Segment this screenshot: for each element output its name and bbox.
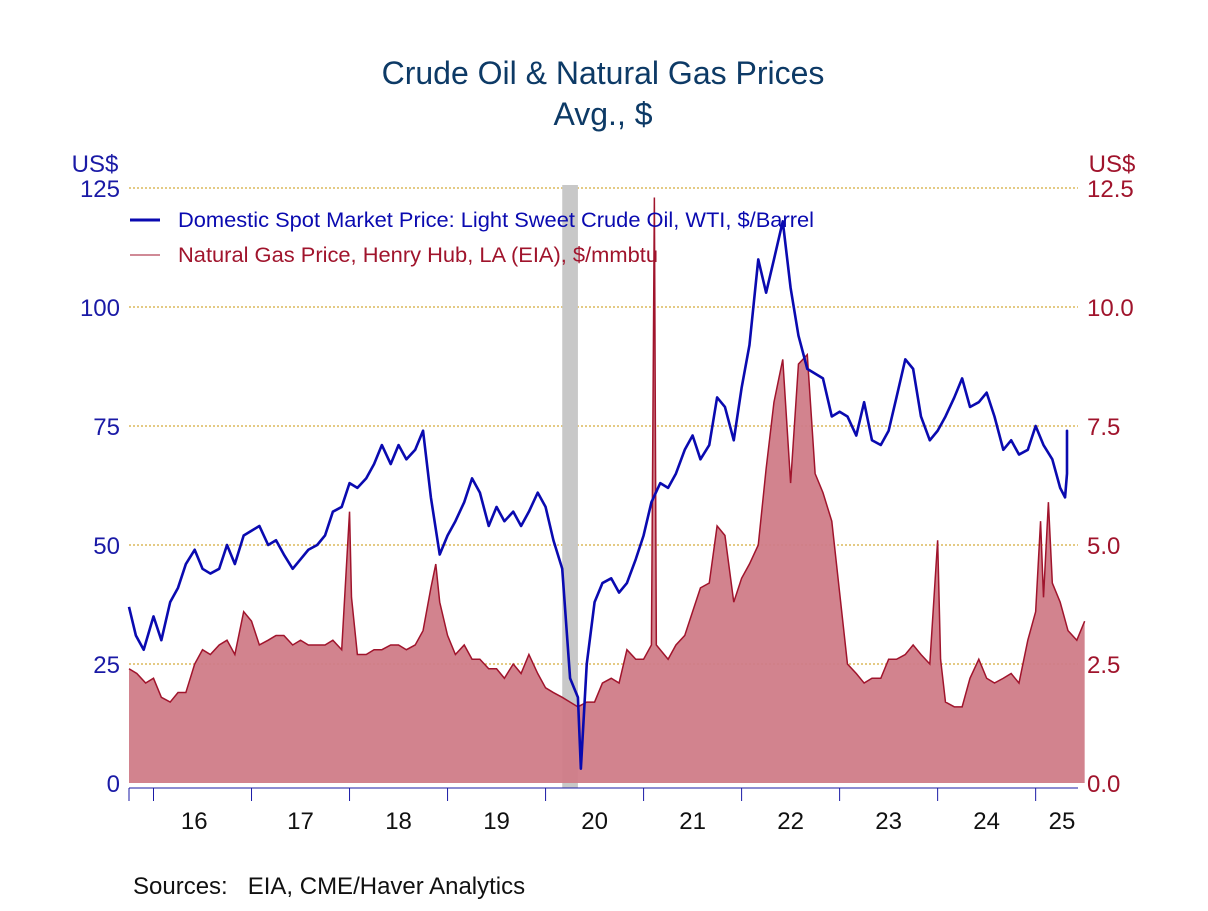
x-tick-label: 16: [181, 808, 208, 835]
y-right-tick-label: 2.5: [1087, 652, 1120, 679]
y-right-tick-label: 10.0: [1087, 295, 1134, 322]
sources-note: Sources: EIA, CME/Haver Analytics: [133, 873, 525, 900]
y-right-tick-label: 5.0: [1087, 533, 1120, 560]
y-left-ticks: 0 25 50 75 100 125: [80, 176, 120, 798]
y-right-tick-label: 7.5: [1087, 414, 1120, 441]
recession-band-layer: [562, 185, 578, 788]
y-right-unit-label: US$: [1089, 151, 1136, 178]
crude-oil-line: [127, 220, 1069, 771]
crude-oil-line-layer: [127, 220, 1069, 771]
x-tick-label: 17: [287, 808, 314, 835]
legend: Domestic Spot Market Price: Light Sweet …: [130, 209, 814, 267]
x-tick-label: 24: [973, 808, 1000, 835]
recession-band: [562, 185, 578, 788]
legend-label-natural-gas: Natural Gas Price, Henry Hub, LA (EIA), …: [178, 244, 658, 267]
x-tick-label: 18: [385, 808, 412, 835]
x-tick-label: 20: [581, 808, 608, 835]
y-right-tick-label: 0.0: [1087, 771, 1120, 798]
natural-gas-area-layer: [128, 197, 1086, 783]
y-left-unit-label: US$: [72, 151, 119, 178]
y-right-tick-label: 12.5: [1087, 176, 1134, 203]
legend-label-crude-oil: Domestic Spot Market Price: Light Sweet …: [178, 209, 814, 232]
x-tick-label: 21: [679, 808, 706, 835]
y-left-tick-label: 100: [80, 295, 120, 322]
chart-subtitle: Avg., $: [553, 96, 652, 132]
y-left-tick-label: 25: [93, 652, 120, 679]
natural-gas-area: [129, 197, 1085, 783]
x-ticks: 16 17 18 19 20 21 22 23 24 25: [128, 788, 1076, 835]
natural-gas-line: [128, 197, 1086, 708]
x-tick-label: 19: [483, 808, 510, 835]
x-tick-label: 25: [1049, 808, 1076, 835]
x-tick-label: 22: [777, 808, 804, 835]
y-left-tick-label: 125: [80, 176, 120, 203]
x-tick-label: 23: [875, 808, 902, 835]
y-right-ticks: 0.0 2.5 5.0 7.5 10.0 12.5: [1087, 176, 1134, 798]
chart-title: Crude Oil & Natural Gas Prices: [382, 55, 825, 91]
y-left-tick-label: 0: [107, 771, 120, 798]
y-left-tick-label: 75: [93, 414, 120, 441]
y-left-tick-label: 50: [93, 533, 120, 560]
